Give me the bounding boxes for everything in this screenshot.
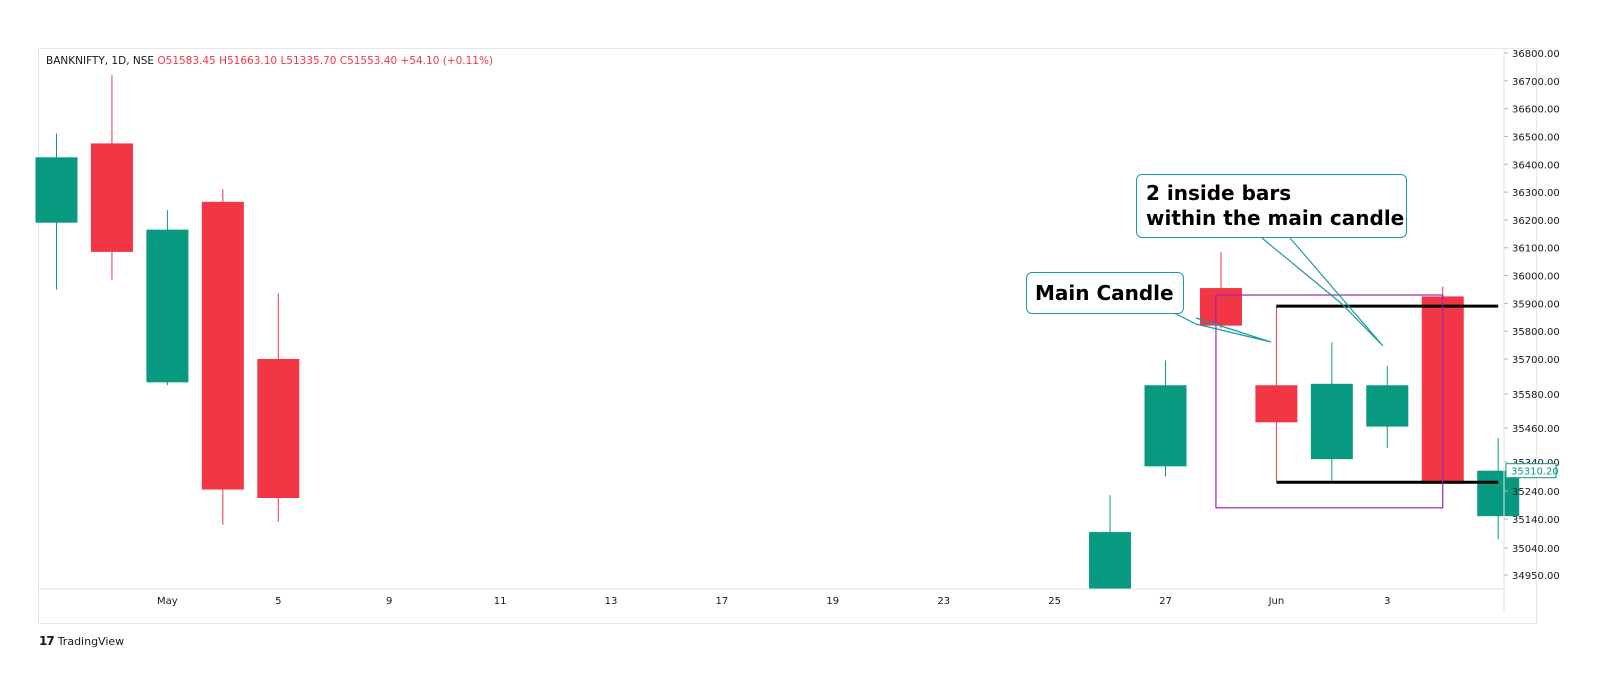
price-tick-label: 35700.00 (1512, 355, 1560, 366)
candle-8 (1255, 306, 1298, 481)
candle-9 (1310, 342, 1353, 481)
price-tick-label: 34950.00 (1512, 571, 1560, 582)
time-tick-label: May (157, 596, 178, 607)
candle-body (1255, 385, 1298, 423)
candle-body (1310, 383, 1353, 460)
main-candle-pointer (1171, 311, 1272, 343)
price-tick-label: 36000.00 (1512, 272, 1560, 283)
price-axis: 36800.00 36700.00 36600.00 36500.00 36400.00… (1503, 48, 1560, 612)
time-tick-label: 19 (826, 596, 839, 607)
candle-2 (146, 210, 189, 386)
price-tick-label: 36100.00 (1512, 244, 1560, 255)
candles-layer (35, 75, 1520, 589)
box-layer (1215, 294, 1444, 509)
legend-change: +54.10 (+0.11%) (400, 55, 494, 67)
time-tick-label: 25 (1048, 596, 1061, 607)
legend-symbol: BANKNIFTY, 1D, NSE (46, 55, 155, 67)
candle-0 (35, 133, 78, 290)
price-tick-label: 35460.00 (1512, 424, 1560, 435)
time-tick-label: 11 (494, 596, 507, 607)
inside-bars-pointer (1261, 237, 1384, 347)
tradingview-logo-icon: 17 (39, 634, 55, 648)
candle-body (257, 359, 300, 498)
price-tick-label: 35140.00 (1512, 515, 1560, 526)
inside-bars-callout[interactable]: 2 inside bars within the main candle (1136, 174, 1407, 238)
time-tick-label: 17 (716, 596, 729, 607)
price-tick-label: 36800.00 (1512, 49, 1560, 60)
price-tick-label: 36400.00 (1512, 160, 1560, 171)
time-tick-label: 13 (605, 596, 618, 607)
price-tick-label: 35580.00 (1512, 390, 1560, 401)
price-tick-label: 35040.00 (1512, 544, 1560, 555)
candle-5 (1089, 495, 1132, 589)
candle-body (1199, 288, 1242, 326)
symbol-legend: BANKNIFTY, 1D, NSE O51583.45 H51663.10 L… (46, 55, 493, 67)
candle-body (90, 143, 133, 252)
legend-close: C51553.40 (339, 55, 398, 67)
legend-low: L51335.70 (280, 55, 337, 67)
candle-body (1477, 470, 1520, 517)
time-tick-label: Jun (1268, 596, 1285, 607)
last-price-tag (1505, 463, 1557, 479)
price-tick-label: 35800.00 (1512, 327, 1560, 338)
time-tick-label: 3 (1384, 596, 1390, 607)
legend-open: O51583.45 (157, 55, 216, 67)
time-tick-label: 9 (386, 596, 392, 607)
legend-high: H51663.10 (219, 55, 278, 67)
time-tick-label: 23 (937, 596, 950, 607)
price-tick-label: 35900.00 (1512, 299, 1560, 310)
candle-body (1366, 385, 1409, 427)
candle-body (201, 201, 244, 490)
candle-6 (1144, 360, 1187, 477)
callout-pointers (1171, 237, 1384, 347)
price-tick-label: 35240.00 (1512, 487, 1560, 498)
price-tick-label: 36700.00 (1512, 77, 1560, 88)
inside-bar-box (1215, 294, 1444, 509)
candle-7 (1199, 251, 1242, 329)
time-tick-label: 27 (1159, 596, 1172, 607)
candle-10 (1366, 366, 1409, 448)
main-candle-callout[interactable]: Main Candle (1026, 272, 1184, 314)
candle-body (35, 157, 78, 223)
price-tick-label: 36300.00 (1512, 188, 1560, 199)
price-tick-label: 36500.00 (1512, 132, 1560, 143)
price-tick-label: 36600.00 (1512, 105, 1560, 116)
tradingview-brand: TradingView (57, 634, 125, 648)
time-axis: May 5 9 11 13 17 19 23 25 27 Jun 3 (38, 588, 1504, 607)
chart-frame (38, 48, 1537, 624)
candle-3 (201, 189, 244, 525)
candle-body (146, 229, 189, 383)
tradingview-logo[interactable]: 17 TradingView (39, 634, 124, 648)
candle-1 (90, 75, 133, 280)
candle-body (1089, 532, 1132, 589)
levels-layer (1276, 304, 1499, 484)
candle-4 (257, 293, 300, 522)
last-price-label: 35310.20 (1511, 467, 1559, 478)
candle-12 (1477, 437, 1520, 540)
time-tick-label: 5 (275, 596, 281, 607)
price-tick-label: 36200.00 (1512, 216, 1560, 227)
candle-body (1144, 385, 1187, 467)
